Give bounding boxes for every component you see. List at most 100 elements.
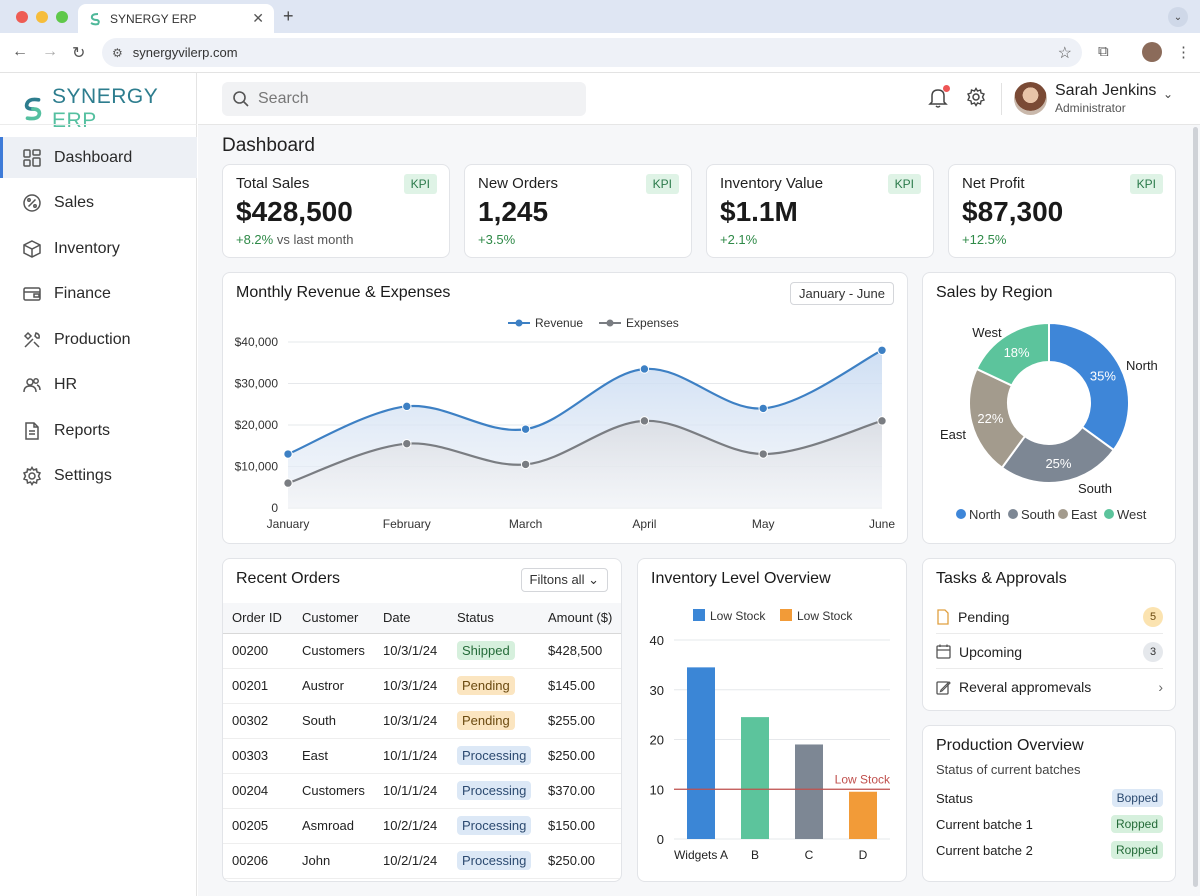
customer-cell: John	[293, 843, 374, 879]
kpi-label: Net Profit	[962, 175, 1025, 192]
maximize-window-button[interactable]	[56, 11, 68, 23]
date-range-button[interactable]: January - June	[790, 282, 894, 305]
table-row[interactable]: 00204 Customers 10/1/1/24 Processing $370.00	[223, 773, 621, 809]
production-row-label: Status	[936, 790, 973, 806]
logo[interactable]: SYNERGY ERP	[22, 85, 196, 133]
card-title: Monthly Revenue & Expenses	[236, 284, 451, 301]
extensions-icon[interactable]: ⧉	[1098, 43, 1109, 60]
app-header: Sarah Jenkins Administrator ⌄	[198, 73, 1200, 125]
date-cell: 10/3/1/24	[374, 703, 448, 739]
task-item-upcoming[interactable]: Upcoming 3	[936, 635, 1163, 669]
y-tick-label: 40	[650, 633, 664, 648]
sidebar-item-production[interactable]: Production	[0, 319, 197, 360]
x-tick-label: April	[632, 517, 656, 531]
forward-icon[interactable]: →	[42, 43, 58, 60]
close-window-button[interactable]	[16, 11, 28, 23]
task-item-approvals[interactable]: Reveral appromevals ›	[936, 670, 1163, 704]
sidebar-item-hr[interactable]: HR	[0, 365, 197, 406]
profile-avatar[interactable]	[1142, 42, 1162, 62]
task-count-badge: 3	[1143, 641, 1163, 662]
column-header[interactable]: Customer	[293, 603, 374, 634]
table-row[interactable]: 00302 South 10/3/1/24 Pending $255.00	[223, 703, 621, 739]
legend-label: West	[1117, 507, 1147, 522]
task-item-pending[interactable]: Pending 5	[936, 600, 1163, 634]
card-subtitle: Status of current batches	[936, 762, 1081, 777]
status-badge: Ropped	[1110, 815, 1163, 833]
legend-label: Expenses	[626, 316, 679, 330]
page-title: Dashboard	[222, 135, 315, 156]
column-header[interactable]: Status	[448, 603, 539, 634]
close-tab-icon[interactable]: ✕	[252, 10, 264, 26]
slice-north	[1048, 321, 1130, 452]
tools-icon	[23, 331, 40, 348]
chevron-right-icon: ›	[1158, 679, 1163, 695]
sidebar-item-settings[interactable]: Settings	[0, 456, 197, 497]
search-input[interactable]	[258, 90, 558, 108]
column-header[interactable]: Order ID	[223, 603, 293, 634]
chevron-down-icon[interactable]: ⌄	[1163, 87, 1174, 101]
amount-cell: $250.00	[539, 843, 621, 879]
sidebar-item-dashboard[interactable]: Dashboard	[0, 137, 197, 178]
filter-dropdown[interactable]: Filtons all ⌄	[520, 568, 608, 592]
date-cell: 10/2/1/24	[374, 808, 448, 844]
amount-cell: $150.00	[539, 808, 621, 844]
x-tick-label: B	[751, 848, 759, 862]
back-icon[interactable]: ←	[12, 43, 28, 60]
order-id-cell: 00205	[223, 808, 293, 844]
document-icon	[937, 608, 949, 625]
status-badge: Shipped	[457, 641, 515, 660]
legend-item-revenue[interactable]: Revenue	[508, 316, 583, 330]
browser-tab[interactable]: SYNERGY ERP ✕	[78, 4, 274, 33]
inventory-bar-chart: 0 10 20 30 40 Low Stock Low Stock Widgets A B C D L…	[650, 609, 891, 862]
production-row-label: Current batche 1	[936, 816, 1033, 832]
legend-item-expenses[interactable]: Expenses	[599, 316, 679, 330]
legend-swatch	[1104, 509, 1114, 519]
slice-value-label: 18%	[1004, 345, 1030, 360]
table-row[interactable]: 00303 East 10/1/1/24 Processing $250.00	[223, 738, 621, 774]
kpi-card-inventory-value: Inventory Value KPI $1.1M +2.1%	[706, 164, 934, 258]
table-header-row: Order ID Customer Date Status Amount ($)	[223, 603, 621, 634]
kpi-tag: KPI	[645, 174, 679, 194]
percent-icon	[23, 194, 41, 212]
site-info-icon[interactable]: ⚙	[112, 45, 123, 60]
order-id-cell: 00204	[223, 773, 293, 809]
legend-label: East	[1071, 507, 1097, 522]
notification-badge	[943, 85, 950, 92]
slice-west	[975, 321, 1050, 387]
expenses-point	[520, 459, 531, 470]
sidebar-item-sales[interactable]: Sales	[0, 183, 197, 224]
kpi-card-net-profit: Net Profit KPI $87,300 +12.5%	[948, 164, 1176, 258]
notifications-button[interactable]	[928, 85, 950, 114]
sidebar-item-inventory[interactable]: Inventory	[0, 228, 197, 269]
search-box[interactable]	[222, 82, 586, 116]
table-row[interactable]: 00206 John 10/2/1/24 Processing $250.00	[223, 843, 621, 879]
y-tick-label: 20	[650, 733, 664, 748]
table-row[interactable]: 00201 Austror 10/3/1/24 Pending $145.00	[223, 668, 621, 704]
user-avatar[interactable]	[1014, 82, 1047, 115]
minimize-window-button[interactable]	[36, 11, 48, 23]
expenses-point	[283, 478, 293, 488]
gear-icon	[22, 466, 42, 486]
settings-button[interactable]	[966, 87, 986, 112]
kpi-change: +8.2% vs last month	[236, 232, 353, 247]
scrollbar[interactable]	[1193, 127, 1198, 887]
amount-cell: $250.00	[539, 738, 621, 774]
new-tab-icon[interactable]: +	[283, 6, 294, 26]
bookmark-star-icon[interactable]: ☆	[1057, 44, 1072, 62]
sidebar-item-reports[interactable]: Reports	[0, 410, 197, 451]
column-header[interactable]: Amount ($)	[539, 603, 621, 634]
url-field[interactable]: ⚙ synergyvilerp.com ☆	[102, 38, 1082, 67]
browser-menu-icon[interactable]: ⋮	[1176, 44, 1191, 61]
customer-cell: Asmroad	[293, 808, 374, 844]
table-row[interactable]: 00205 Asmroad 10/2/1/24 Processing $150.00	[223, 808, 621, 844]
kpi-value: $428,500	[236, 196, 353, 227]
revenue-point	[758, 403, 768, 414]
user-name[interactable]: Sarah Jenkins	[1055, 82, 1157, 99]
reload-icon[interactable]: ↻	[72, 45, 86, 62]
order-id-cell: 00201	[223, 668, 293, 704]
column-header[interactable]: Date	[374, 603, 448, 634]
divider	[0, 124, 197, 125]
table-row[interactable]: 00200 Customers 10/3/1/24 Shipped $428,500	[223, 633, 621, 669]
tab-search-icon[interactable]: ⌄	[1168, 7, 1188, 27]
sidebar-item-finance[interactable]: Finance	[0, 274, 197, 315]
